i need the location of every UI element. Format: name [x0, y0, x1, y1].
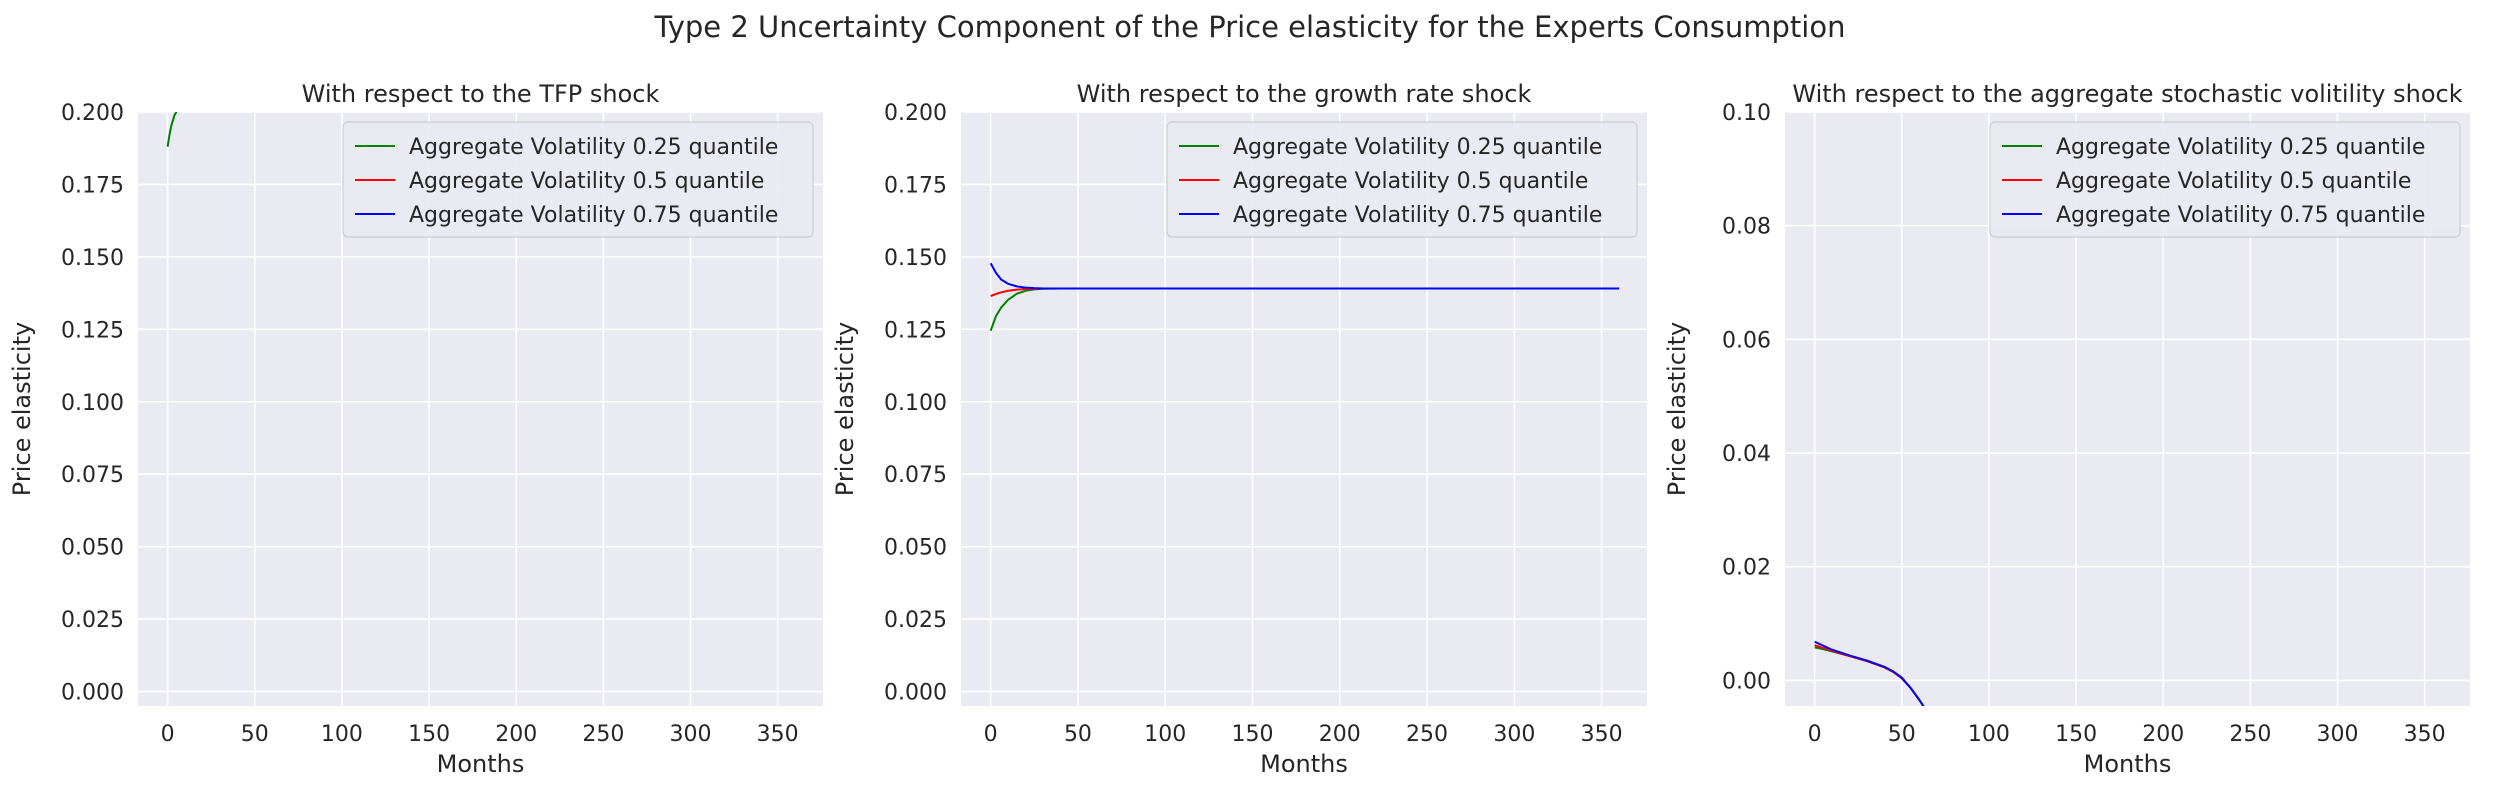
- x-tick-label: 100: [321, 722, 363, 747]
- figure-title: Type 2 Uncertainty Component of the Pric…: [654, 10, 1846, 44]
- x-tick-label: 150: [408, 722, 450, 747]
- x-tick-label: 100: [1968, 722, 2010, 747]
- x-tick-label: 250: [2229, 722, 2271, 747]
- y-tick-label: 0.000: [61, 681, 124, 706]
- y-tick-label: 0.100: [884, 391, 947, 416]
- x-tick-label: 100: [1144, 722, 1186, 747]
- series-group: [989, 262, 1620, 332]
- legend-entry: Aggregate Volatility 0.75 quantile: [1233, 203, 1602, 228]
- legend-box: [1989, 121, 2461, 238]
- x-tick-label: 300: [670, 722, 712, 747]
- chart-panel-2: 0 50 100 150 200 250 300 350 0.000 0.025 0.050 0.07…: [831, 80, 1647, 778]
- series-line-3: [1814, 640, 1925, 706]
- y-tick-label: 0.175: [884, 173, 947, 198]
- y-tick-label: 0.200: [61, 101, 124, 126]
- x-tick-label: 50: [241, 722, 269, 747]
- x-tick-label: 0: [984, 722, 998, 747]
- series-group: [166, 112, 178, 147]
- legend-entry: Aggregate Volatility 0.5 quantile: [409, 169, 764, 194]
- y-tick-label: 0.075: [61, 463, 124, 488]
- y-axis-label: Price elasticity: [8, 322, 36, 496]
- y-tick-label: 0.06: [1722, 328, 1771, 353]
- y-tick-label: 0.075: [884, 463, 947, 488]
- y-tick-label: 0.125: [61, 318, 124, 343]
- series-group: [1814, 640, 1925, 706]
- x-axis-label: Months: [2084, 750, 2172, 778]
- x-tick-label: 250: [1406, 722, 1448, 747]
- x-tick-label: 200: [495, 722, 537, 747]
- y-tick-label: 0.050: [61, 536, 124, 561]
- legend-entry: Aggregate Volatility 0.5 quantile: [1233, 169, 1588, 194]
- chart-panel-1: 0 50 100 150 200 250 300 350 0.000 0.025 0.050 0.07…: [8, 80, 823, 778]
- x-tick-label: 250: [582, 722, 624, 747]
- x-tick-label: 150: [2055, 722, 2097, 747]
- y-tick-label: 0.125: [884, 318, 947, 343]
- panel-title: With respect to the TFP shock: [302, 80, 660, 108]
- x-tick-label: 350: [1581, 722, 1623, 747]
- panel-title: With respect to the growth rate shock: [1077, 80, 1532, 108]
- y-tick-label: 0.025: [61, 608, 124, 633]
- x-axis-label: Months: [1260, 750, 1348, 778]
- y-tick-label: 0.200: [884, 101, 947, 126]
- x-tick-label: 50: [1064, 722, 1092, 747]
- chart-panel-3: 0 50 100 150 200 250 300 350 0.00 0.02 0.04 0.06 0.0…: [1663, 80, 2470, 778]
- y-tick-label: 0.100: [61, 391, 124, 416]
- y-axis-label: Price elasticity: [1663, 322, 1691, 496]
- legend-entry: Aggregate Volatility 0.75 quantile: [409, 203, 778, 228]
- legend-box: [1166, 121, 1638, 238]
- x-tick-label: 50: [1888, 722, 1916, 747]
- x-tick-label: 150: [1232, 722, 1274, 747]
- legend-entry: Aggregate Volatility 0.75 quantile: [2056, 203, 2425, 228]
- x-tick-label: 0: [1808, 722, 1822, 747]
- y-tick-label: 0.08: [1722, 215, 1771, 240]
- series-line-1: [166, 112, 178, 147]
- y-tick-label: 0.000: [884, 681, 947, 706]
- y-tick-label: 0.00: [1722, 669, 1771, 694]
- legend: Aggregate Volatility 0.25 quantile Aggreg…: [342, 121, 814, 238]
- x-axis-label: Months: [437, 750, 525, 778]
- x-tick-label: 350: [757, 722, 799, 747]
- x-tick-label: 200: [1319, 722, 1361, 747]
- x-tick-label: 200: [2142, 722, 2184, 747]
- panel-title: With respect to the aggregate stochastic…: [1792, 80, 2462, 108]
- series-line-3: [989, 262, 1620, 290]
- y-tick-label: 0.150: [884, 246, 947, 271]
- x-tick-label: 300: [1493, 722, 1535, 747]
- legend-entry: Aggregate Volatility 0.25 quantile: [2056, 135, 2425, 160]
- y-tick-label: 0.04: [1722, 442, 1771, 467]
- x-tick-label: 300: [2317, 722, 2359, 747]
- y-tick-label: 0.050: [884, 536, 947, 561]
- x-tick-label: 0: [161, 722, 175, 747]
- y-tick-label: 0.02: [1722, 556, 1771, 581]
- legend-entry: Aggregate Volatility 0.25 quantile: [1233, 135, 1602, 160]
- legend-entry: Aggregate Volatility 0.25 quantile: [409, 135, 778, 160]
- legend-box: [342, 121, 814, 238]
- y-tick-label: 0.10: [1722, 101, 1771, 126]
- y-tick-label: 0.175: [61, 173, 124, 198]
- legend-entry: Aggregate Volatility 0.5 quantile: [2056, 169, 2411, 194]
- y-axis-label: Price elasticity: [831, 322, 859, 496]
- y-tick-label: 0.025: [884, 608, 947, 633]
- legend: Aggregate Volatility 0.25 quantile Aggreg…: [1166, 121, 1638, 238]
- x-tick-label: 350: [2404, 722, 2446, 747]
- legend: Aggregate Volatility 0.25 quantile Aggreg…: [1989, 121, 2461, 238]
- y-tick-label: 0.150: [61, 246, 124, 271]
